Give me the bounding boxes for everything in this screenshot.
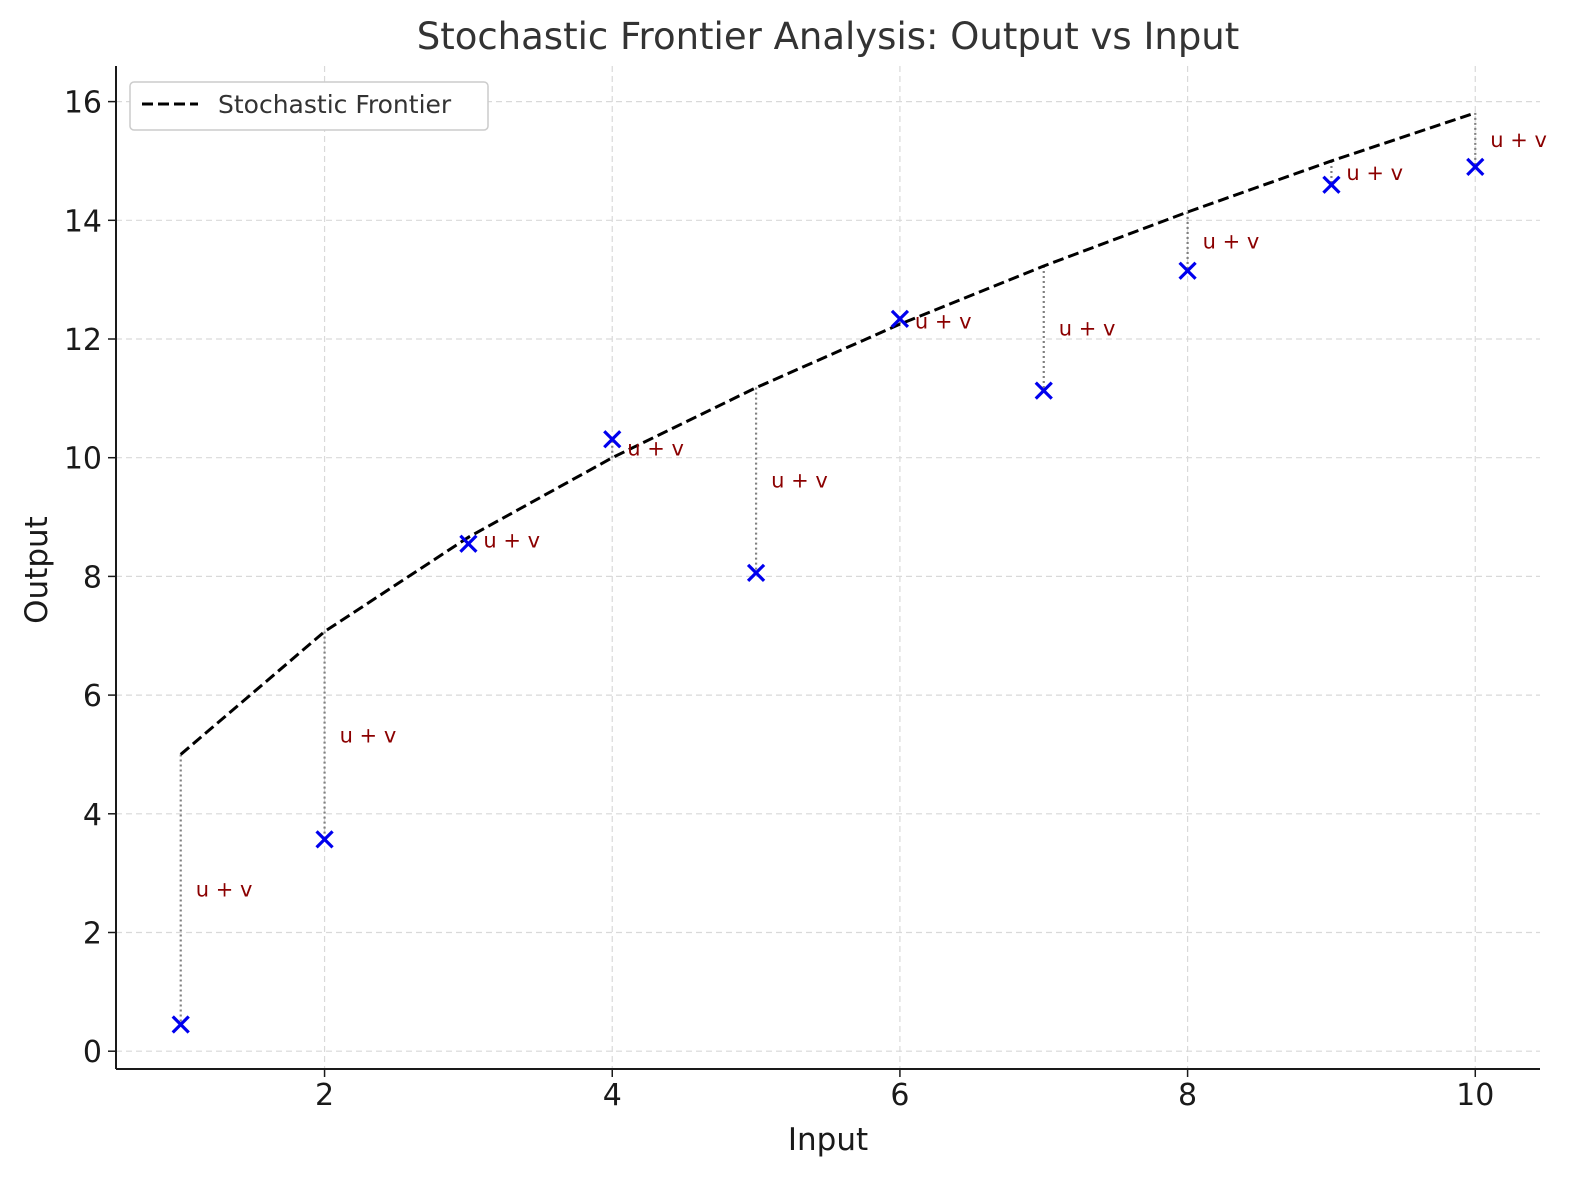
y-tick-label: 16 <box>64 86 102 121</box>
x-tick-label: 4 <box>603 1078 622 1113</box>
y-axis-title: Output <box>19 516 55 624</box>
observed-point <box>746 563 766 582</box>
x-tick-label: 8 <box>1178 1078 1197 1113</box>
observed-point <box>603 430 622 449</box>
deviation-annotations: u + v u + v u + v u + v u + v u + v u + v u + v… <box>196 128 1547 902</box>
observed-point <box>1034 381 1053 400</box>
tick-labels: 2 4 6 8 10 0 2 4 6 8 10 12 14 16 <box>64 86 1495 1113</box>
observed-point <box>1178 261 1197 280</box>
y-tick-label: 4 <box>83 798 102 833</box>
deviation-label: u + v <box>1346 161 1403 185</box>
frontier-series <box>179 111 1476 756</box>
axes <box>108 66 1540 1077</box>
observed-point <box>171 1015 190 1034</box>
deviation-label: u + v <box>483 528 540 552</box>
observed-point <box>459 534 478 553</box>
observed-point <box>1322 175 1341 194</box>
deviation-label: u + v <box>915 309 972 333</box>
x-tick-label: 6 <box>890 1078 909 1113</box>
y-tick-label: 10 <box>64 442 102 477</box>
observed-points <box>171 157 1485 1034</box>
legend: Stochastic Frontier <box>129 81 489 131</box>
x-tick-label: 10 <box>1456 1078 1494 1113</box>
deviation-label: u + v <box>340 723 397 747</box>
x-axis-title: Input <box>788 1122 868 1158</box>
observed-point <box>315 830 334 849</box>
y-tick-label: 6 <box>83 679 102 714</box>
grid <box>116 66 1540 1069</box>
deviation-label: u + v <box>1203 229 1260 253</box>
y-tick-label: 8 <box>83 560 102 595</box>
y-tick-label: 14 <box>64 204 102 239</box>
deviation-connectors <box>179 112 1477 1025</box>
y-tick-label: 2 <box>83 916 102 951</box>
y-tick-label: 0 <box>83 1035 102 1070</box>
legend-label-frontier: Stochastic Frontier <box>218 90 452 119</box>
deviation-label: u + v <box>1059 316 1116 340</box>
frontier-line <box>179 111 1476 756</box>
legend-box <box>129 81 489 131</box>
deviation-label: u + v <box>196 877 253 901</box>
chart-title: Stochastic Frontier Analysis: Output vs … <box>417 15 1240 58</box>
y-tick-label: 12 <box>64 323 102 358</box>
deviation-label: u + v <box>1490 128 1547 152</box>
deviation-label: u + v <box>771 468 828 492</box>
deviation-label: u + v <box>627 437 684 461</box>
x-tick-label: 2 <box>315 1078 334 1113</box>
observed-point <box>890 309 910 328</box>
observed-point <box>1466 157 1485 177</box>
